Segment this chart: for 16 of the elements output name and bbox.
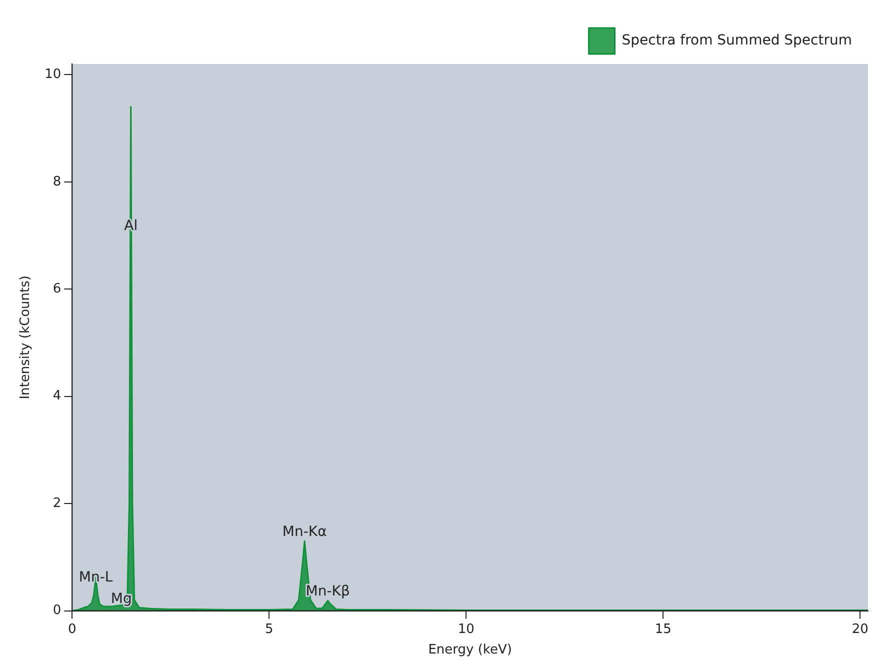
y-tick-label: 6 [52, 282, 62, 297]
y-tick-label: 0 [52, 603, 62, 618]
x-tick-label: 15 [654, 622, 672, 637]
x-tick-label: 10 [458, 622, 474, 637]
annotation: Mn-L [78, 569, 113, 586]
y-tick-label: 8 [52, 174, 62, 190]
y-tick-label: 2 [52, 496, 62, 511]
y-tick-label: 10 [44, 67, 62, 82]
x-axis-title: Energy (keV) [428, 642, 512, 658]
y-axis-title: Intensity (kCounts) [18, 276, 34, 400]
annotation: Mn-Kα [282, 524, 327, 540]
legend-label: Spectra from Summed Spectrum [622, 32, 852, 49]
y-tick-label: 4 [52, 388, 62, 404]
x-tick-label: 20 [852, 622, 868, 637]
x-tick-label: 5 [264, 622, 274, 637]
x-tick-label: 0 [68, 622, 76, 637]
